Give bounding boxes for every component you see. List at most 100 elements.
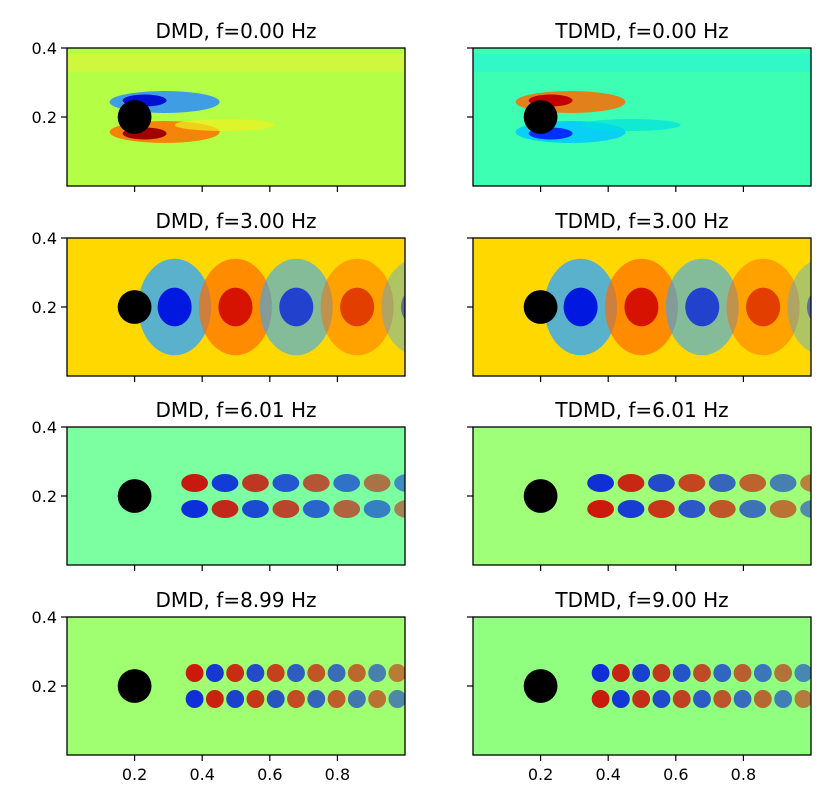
vortex-core <box>648 500 675 518</box>
vortex-core <box>617 500 645 518</box>
y-tick-label: 0.2 <box>32 677 57 696</box>
vortex-core <box>287 690 305 708</box>
vortex-core <box>368 664 387 682</box>
vortex-core <box>327 664 346 682</box>
vortex-core <box>394 500 405 518</box>
x-tick-label: 0.6 <box>663 765 688 784</box>
field-background <box>67 617 405 755</box>
y-tick-label: 0.2 <box>32 487 57 506</box>
vortex-core <box>246 664 265 682</box>
x-tick-label: 0.4 <box>595 765 620 784</box>
vortex-core <box>226 690 245 708</box>
contour-field <box>473 617 826 755</box>
y-tick-label: 0.4 <box>32 608 57 627</box>
vortex-core <box>181 474 208 492</box>
vortex-core <box>800 474 811 492</box>
vortex-core <box>632 690 651 708</box>
far-field-band <box>473 54 811 72</box>
vortex-core <box>409 690 427 708</box>
vortex-core <box>806 294 811 320</box>
vortex-core <box>429 690 447 708</box>
vortex-core <box>242 500 269 518</box>
vortex-core <box>794 690 811 708</box>
vortex-core <box>388 664 405 682</box>
vortex-core <box>693 664 711 682</box>
vortex-core <box>185 664 204 682</box>
vortex-core <box>218 287 253 327</box>
vortex-core <box>157 287 192 327</box>
panel-title: DMD, f=6.01 Hz <box>156 398 317 422</box>
panel-title: TDMD, f=3.00 Hz <box>554 209 728 233</box>
x-tick-label: 0.8 <box>325 765 350 784</box>
vortex-core <box>652 664 671 682</box>
vortex-core <box>363 474 391 492</box>
wake-streak <box>580 119 681 131</box>
vortex-core <box>672 690 691 708</box>
vortex-core <box>246 690 265 708</box>
vortex-core <box>226 664 245 682</box>
vortex-core <box>739 500 767 518</box>
vortex-halo <box>787 261 811 353</box>
panel-title: TDMD, f=6.01 Hz <box>554 398 728 422</box>
vortex-core <box>591 664 610 682</box>
vortex-core <box>815 664 826 682</box>
vortex-core <box>815 690 826 708</box>
vortex-core <box>708 474 736 492</box>
x-tick-label: 0.2 <box>122 765 147 784</box>
y-tick-label: 0.4 <box>32 39 57 58</box>
vortex-core <box>678 474 706 492</box>
vortex-core <box>753 664 772 682</box>
vortex-core <box>587 474 614 492</box>
vortex-core <box>347 690 366 708</box>
vortex-core <box>425 500 452 518</box>
vortex-core <box>739 474 767 492</box>
vortex-core <box>753 690 772 708</box>
vortex-core <box>425 474 452 492</box>
vortex-core <box>429 664 447 682</box>
x-tick-label: 0.2 <box>528 765 553 784</box>
cylinder-obstacle <box>117 290 152 324</box>
vortex-core <box>733 664 752 682</box>
cylinder-obstacle <box>117 479 152 513</box>
panel-title: TDMD, f=0.00 Hz <box>554 19 728 43</box>
vortex-core <box>733 690 752 708</box>
vortex-core <box>624 287 659 327</box>
panel-tdmd-5: TDMD, f=6.01 Hz <box>467 398 812 571</box>
panel-title: DMD, f=8.99 Hz <box>156 588 317 612</box>
wake-streak <box>174 119 275 131</box>
vortex-halo <box>381 261 405 353</box>
panel-tdmd-1: TDMD, f=0.00 Hz <box>467 19 812 192</box>
cylinder-obstacle <box>523 100 558 134</box>
vortex-core <box>617 474 645 492</box>
x-tick-label: 0.6 <box>257 765 282 784</box>
vortex-core <box>611 664 630 682</box>
vortex-core <box>307 664 326 682</box>
vortex-core <box>400 294 405 320</box>
vortex-core <box>693 690 711 708</box>
vortex-core <box>347 664 366 682</box>
vortex-core <box>181 500 208 518</box>
vortex-core <box>409 664 427 682</box>
vortex-core <box>205 690 224 708</box>
panel-dmd-0: DMD, f=0.00 Hz 0.2 0.4 <box>32 19 406 192</box>
cylinder-obstacle <box>523 479 558 513</box>
vortex-core <box>333 474 361 492</box>
vortex-core <box>713 690 732 708</box>
vortex-core <box>672 664 691 682</box>
vortex-core <box>302 500 330 518</box>
vortex-core <box>769 474 797 492</box>
vortex-core <box>272 500 300 518</box>
y-tick-label: 0.2 <box>32 108 57 127</box>
vortex-core <box>388 690 405 708</box>
vortex-core <box>587 500 614 518</box>
vortex-core <box>678 500 706 518</box>
field-background <box>67 427 405 565</box>
vortex-core <box>327 690 346 708</box>
vortex-core <box>211 474 239 492</box>
vortex-core <box>368 690 387 708</box>
vortex-core <box>333 500 361 518</box>
vortex-core <box>685 287 720 327</box>
vortex-core <box>211 500 239 518</box>
vortex-core <box>302 474 330 492</box>
